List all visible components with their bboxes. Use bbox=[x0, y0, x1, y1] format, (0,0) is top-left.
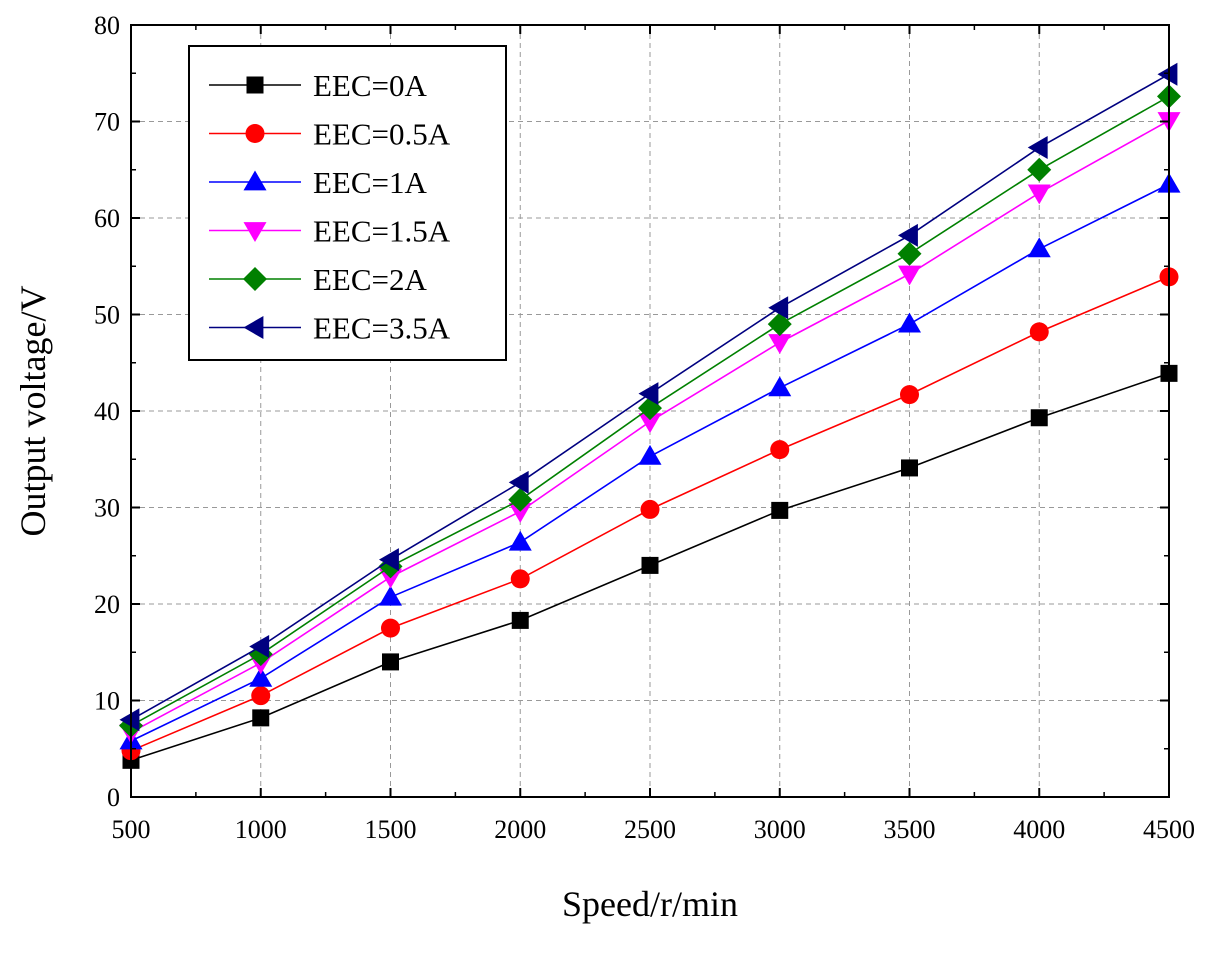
data-point bbox=[381, 618, 400, 638]
legend-marker bbox=[243, 222, 267, 242]
data-point bbox=[510, 569, 530, 589]
data-point bbox=[249, 666, 273, 687]
data-point bbox=[1027, 136, 1048, 160]
x-tick-label: 1500 bbox=[365, 815, 417, 844]
legend: EEC=0A EEC=0.5A EEC=1A EEC=1.5A EEC=2A EEC=3.… bbox=[188, 45, 507, 361]
series-1 bbox=[121, 267, 1179, 761]
data-point bbox=[771, 501, 789, 519]
data-point bbox=[898, 312, 921, 333]
y-tick-label: 50 bbox=[94, 301, 120, 330]
y-axis-title: Output voltage/V bbox=[13, 286, 53, 537]
data-point bbox=[252, 709, 270, 727]
x-tick-label: 500 bbox=[112, 815, 151, 844]
data-point bbox=[641, 556, 659, 574]
data-point bbox=[249, 634, 270, 658]
legend-marker bbox=[243, 316, 264, 339]
legend-label: EEC=2A bbox=[313, 262, 428, 297]
legend-box bbox=[188, 45, 507, 361]
legend-item: EEC=0A bbox=[209, 68, 428, 103]
data-point bbox=[638, 413, 662, 434]
data-point bbox=[1027, 237, 1051, 258]
x-tick-label: 4000 bbox=[1013, 815, 1065, 844]
data-point bbox=[508, 487, 533, 512]
y-tick-label: 0 bbox=[107, 783, 120, 812]
data-point bbox=[640, 499, 660, 519]
data-point bbox=[382, 653, 399, 671]
legend-label: EEC=1.5A bbox=[313, 214, 451, 249]
y-tick-label: 60 bbox=[94, 204, 120, 233]
legend-label: EEC=1A bbox=[313, 165, 428, 200]
legend-label: EEC=0.5A bbox=[313, 117, 451, 152]
data-point bbox=[768, 376, 792, 397]
legend-item: EEC=2A bbox=[209, 262, 428, 297]
legend-marker bbox=[245, 124, 265, 143]
data-point bbox=[508, 502, 532, 523]
legend-marker bbox=[243, 170, 267, 191]
data-point bbox=[767, 312, 792, 337]
data-point bbox=[251, 686, 271, 706]
y-tick-label: 40 bbox=[94, 397, 120, 426]
data-point bbox=[768, 296, 789, 320]
data-point bbox=[119, 708, 140, 732]
y-tick-label: 30 bbox=[94, 494, 120, 523]
x-tick-label: 2000 bbox=[494, 815, 546, 844]
x-axis-title: Speed/r/min bbox=[562, 884, 738, 924]
data-point bbox=[900, 385, 919, 405]
data-point bbox=[897, 241, 922, 266]
x-tick-label: 2500 bbox=[624, 815, 676, 844]
data-point bbox=[508, 470, 529, 494]
data-point bbox=[379, 568, 402, 589]
data-point bbox=[770, 440, 790, 460]
legend-marker bbox=[246, 76, 264, 94]
legend-item: EEC=0.5A bbox=[209, 117, 451, 152]
legend-marker bbox=[243, 267, 267, 291]
series-5 bbox=[119, 62, 1178, 732]
legend-label: EEC=3.5A bbox=[313, 311, 451, 346]
data-point bbox=[511, 611, 529, 629]
x-tick-label: 3000 bbox=[754, 815, 806, 844]
data-point bbox=[768, 334, 792, 354]
data-point bbox=[379, 548, 399, 572]
x-tick-label: 4500 bbox=[1143, 815, 1195, 844]
x-tick-label: 1000 bbox=[235, 815, 287, 844]
data-point bbox=[1030, 409, 1048, 427]
y-tick-label: 80 bbox=[94, 11, 120, 40]
legend-label: EEC=0A bbox=[313, 68, 428, 103]
y-tick-label: 70 bbox=[94, 108, 120, 137]
data-point bbox=[1027, 157, 1052, 182]
legend-item: EEC=1A bbox=[209, 165, 428, 200]
axis-ticks: 0 10 20 30 40 50 60 70 80 500 1000 1500 2000 2500 3000… bbox=[94, 11, 1195, 844]
legend-item: EEC=3.5A bbox=[209, 311, 451, 346]
x-tick-label: 3500 bbox=[884, 815, 936, 844]
series-group bbox=[119, 62, 1181, 769]
y-tick-label: 20 bbox=[94, 590, 120, 619]
data-point bbox=[1157, 62, 1178, 86]
data-point bbox=[1029, 322, 1049, 342]
y-tick-label: 10 bbox=[94, 687, 120, 716]
data-point bbox=[508, 530, 532, 551]
data-point bbox=[638, 444, 662, 465]
data-point bbox=[1027, 184, 1051, 205]
data-point bbox=[638, 382, 659, 406]
legend-item: EEC=1.5A bbox=[209, 214, 451, 249]
data-point bbox=[898, 265, 921, 286]
data-point bbox=[898, 223, 918, 247]
data-point bbox=[901, 459, 918, 477]
data-point bbox=[379, 585, 402, 606]
